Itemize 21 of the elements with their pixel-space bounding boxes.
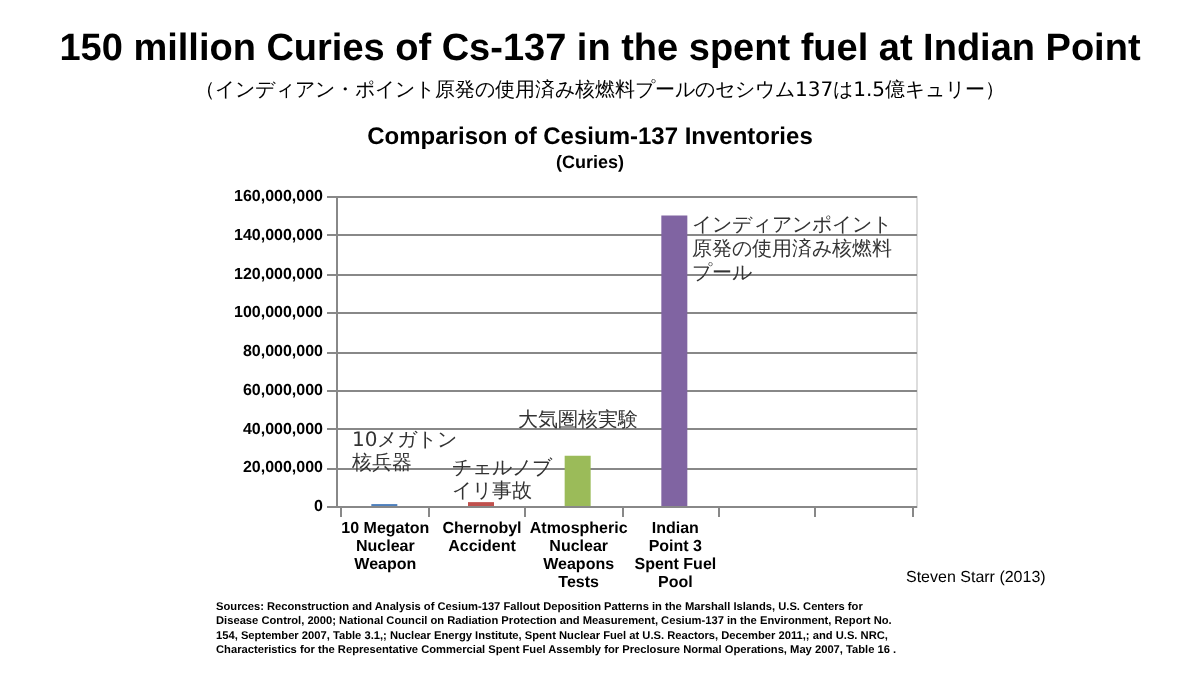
text: (Curies) — [555, 152, 625, 172]
y-tick-label: 160,000,000 — [234, 187, 325, 205]
text: Steven Starr (2013) — [906, 568, 1047, 586]
annotation: 大気圏核実験 — [518, 408, 638, 432]
y-tick-label: 80,000,000 — [242, 342, 325, 360]
y-tick-label: 60,000,000 — [242, 380, 325, 399]
y-tick-label: 120,000,000 — [234, 264, 325, 283]
x-tick-label: Chernobyl Accident — [442, 519, 522, 555]
bar — [661, 215, 688, 506]
y-tick-label: 100,000,000 — [234, 303, 325, 322]
y-tick-label: 20,000,000 — [242, 458, 325, 477]
y-tick-label: 40,000,000 — [242, 419, 325, 438]
text: Comparison of Cesium-137 Inventories — [367, 122, 814, 150]
bar — [564, 455, 591, 506]
x-tick-label: Atmospheric Nuclear Weapons Tests — [529, 519, 629, 591]
chart-subtitle: （インディアン・ポイント原発の使用済み核燃料プールのセシウム137は1.5億キュリー） — [195, 78, 1005, 102]
chart-title: 150 million Curies of Cs-137 in the spent fuel at Indian Point — [59, 28, 1142, 70]
y-tick-label: 140,000,000 — [234, 225, 325, 244]
y-tick-label: 0 — [314, 497, 325, 515]
x-tick-label: 10 Megaton Nuclear Weapon — [341, 519, 430, 573]
x-tick-label: Indian Point 3 Spent Fuel Pool — [634, 519, 717, 591]
